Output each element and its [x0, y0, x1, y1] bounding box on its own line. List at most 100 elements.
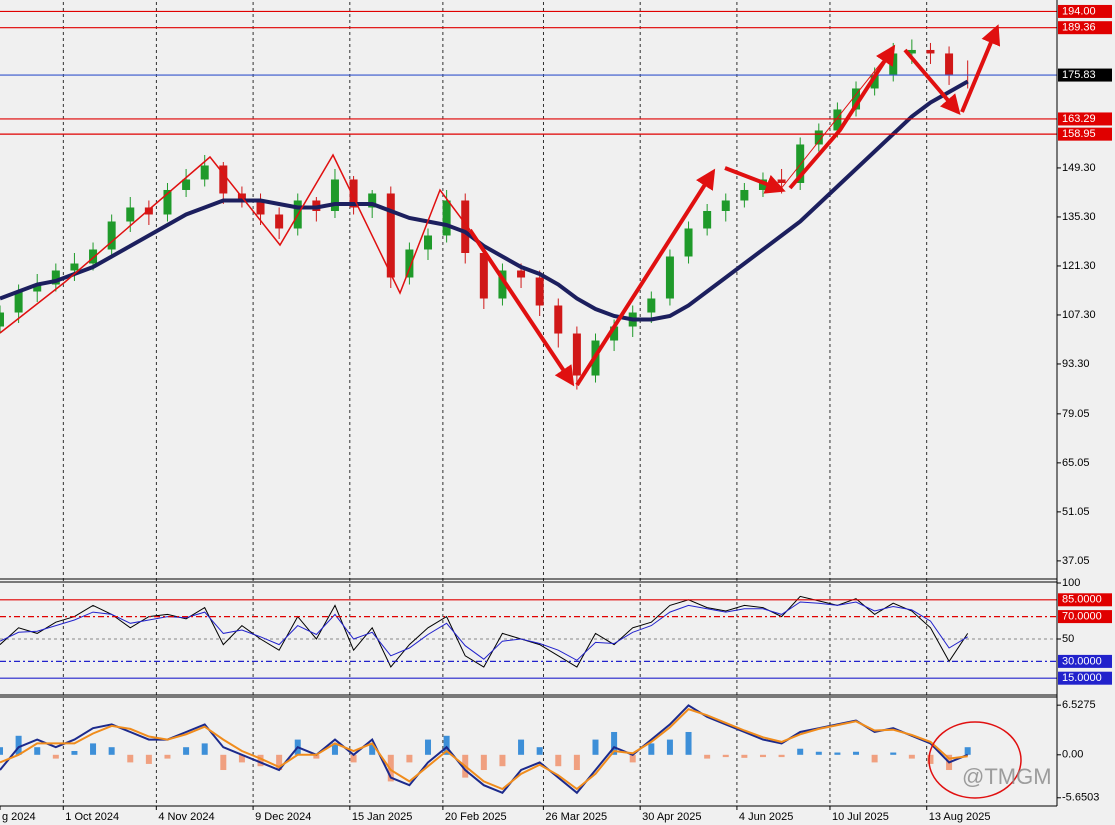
candle-body — [442, 200, 451, 236]
histogram-bar — [759, 754, 766, 758]
level-label: 175.83 — [1062, 69, 1096, 81]
candle-body — [535, 277, 544, 306]
level-label: 194.00 — [1062, 5, 1096, 17]
candle-body — [33, 284, 42, 292]
level-label-box — [1058, 21, 1112, 35]
candle-body — [275, 214, 284, 229]
candle-body — [572, 333, 581, 376]
histogram-bar — [704, 754, 711, 759]
level-label-box — [1058, 127, 1112, 141]
x-tick-label: 30 Apr 2025 — [642, 811, 701, 823]
candle-body — [889, 53, 898, 75]
histogram-bar — [425, 739, 432, 755]
candle-body — [721, 200, 730, 211]
candle-body — [647, 298, 656, 313]
x-tick-label: 4 Jun 2025 — [739, 811, 793, 823]
candle-body — [219, 165, 228, 194]
oscillator-line — [0, 595, 969, 668]
histogram-bar — [369, 743, 376, 755]
histogram-bar — [685, 731, 692, 755]
y-tick-label: 100 — [1062, 577, 1080, 589]
histogram-bar — [555, 754, 562, 767]
histogram-bar — [145, 754, 152, 764]
histogram-bar — [536, 747, 543, 755]
y-tick-label: 149.30 — [1062, 162, 1096, 174]
candle-body — [852, 88, 861, 110]
y-tick-label: 37.05 — [1062, 555, 1090, 567]
histogram-bar — [518, 739, 525, 755]
histogram-bar — [853, 751, 860, 755]
candle-body — [870, 74, 879, 89]
level-label: 30.0000 — [1062, 655, 1102, 667]
candle-body — [479, 252, 488, 299]
level-label: 158.95 — [1062, 128, 1096, 140]
candle-body — [126, 207, 135, 222]
candle-body — [107, 221, 116, 250]
candle-body — [256, 200, 265, 215]
histogram-bar — [908, 754, 915, 759]
y-tick-label: 0.00 — [1062, 749, 1083, 761]
candle-body — [796, 144, 805, 183]
histogram-bar — [629, 754, 636, 763]
level-label-box — [1058, 112, 1112, 126]
plot-area — [0, 2, 1057, 806]
oscillator-line — [0, 601, 968, 661]
level-label-box — [1058, 68, 1112, 82]
histogram-bar — [871, 754, 878, 763]
histogram-bar — [499, 754, 506, 767]
candle-body — [665, 256, 674, 299]
histogram-bar — [313, 754, 320, 759]
histogram-bar — [127, 754, 134, 763]
x-tick-label: g 2024 — [2, 811, 36, 823]
y-tick-label: 93.30 — [1062, 358, 1090, 370]
histogram-bar — [815, 751, 822, 755]
y-tick-label: 6.5275 — [1062, 699, 1096, 711]
trend-line — [779, 47, 894, 191]
arrow — [575, 168, 716, 387]
arrow — [468, 228, 575, 387]
histogram-bar — [927, 754, 934, 764]
zigzag — [0, 153, 471, 334]
macd-line — [0, 708, 968, 791]
level-label-box — [1058, 654, 1112, 668]
candle-body — [424, 235, 433, 250]
y-tick-label: 51.05 — [1062, 506, 1090, 518]
histogram-bar — [480, 754, 487, 771]
histogram-bar — [797, 748, 804, 755]
candle-body — [610, 326, 619, 341]
candle-body — [51, 270, 60, 285]
histogram-bar — [890, 752, 897, 755]
histogram-bar — [108, 747, 115, 755]
histogram-bar — [90, 743, 97, 755]
x-tick-label: 20 Feb 2025 — [445, 811, 507, 823]
histogram-bar — [350, 754, 357, 763]
x-tick-label: 9 Dec 2024 — [255, 811, 311, 823]
candle-body — [182, 179, 191, 190]
histogram-bar — [183, 747, 190, 755]
x-tick-label: 13 Aug 2025 — [929, 811, 991, 823]
histogram-bar — [34, 747, 41, 755]
level-label: 70.0000 — [1062, 611, 1102, 623]
y-tick-label: 79.05 — [1062, 408, 1090, 420]
arrow — [788, 44, 896, 190]
x-tick-label: 4 Nov 2024 — [158, 811, 214, 823]
level-label-box — [1058, 610, 1112, 624]
candle-body — [368, 193, 377, 208]
y-tick-label: 107.30 — [1062, 309, 1096, 321]
annotations — [0, 24, 1022, 799]
histogram-bar — [387, 754, 394, 782]
candle-body — [740, 189, 749, 201]
candle-body — [14, 291, 23, 313]
arrow — [903, 48, 961, 116]
watermark: @TMGM — [962, 764, 1052, 789]
histogram-bar — [238, 754, 245, 763]
histogram-bar — [592, 739, 599, 755]
candle-body — [349, 179, 358, 208]
highlight-circle — [928, 721, 1022, 799]
x-tick-label: 1 Oct 2024 — [65, 811, 119, 823]
candle-body — [386, 193, 395, 278]
histogram-bar — [778, 754, 785, 758]
candle-body — [498, 270, 507, 299]
